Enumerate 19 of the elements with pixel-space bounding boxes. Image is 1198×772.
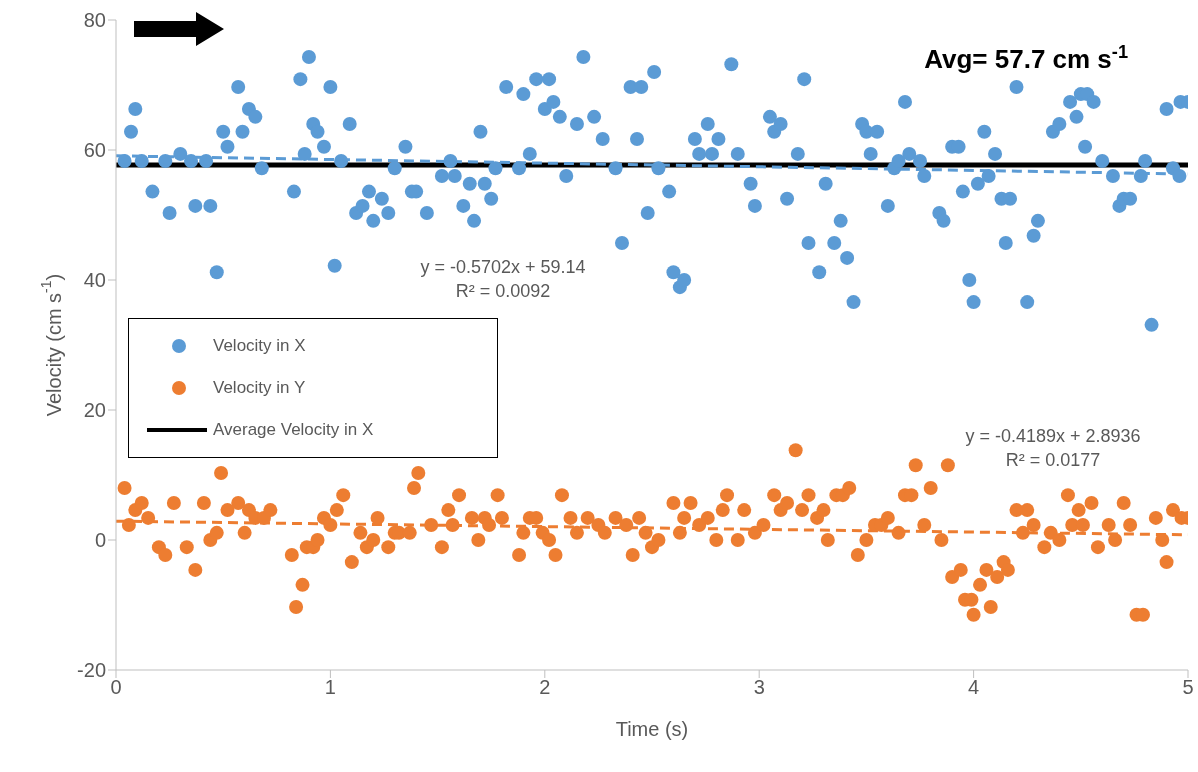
x-tick-label: 2: [539, 676, 551, 699]
legend-label: Velocity in X: [213, 336, 306, 356]
annotation: y = -0.5702x + 59.14 R² = 0.0092: [420, 257, 586, 301]
annotation: Avg= 57.7 cm s$^{-1}$: [924, 42, 1128, 74]
x-tick-label: 3: [753, 676, 765, 699]
legend-label: Average Velocity in X: [213, 420, 374, 440]
y-tick-label: 80: [83, 9, 106, 32]
y-tick-label: 40: [83, 269, 106, 292]
legend-label: Velocity in Y: [213, 378, 306, 398]
y-tick-label: 20: [83, 399, 106, 422]
x-tick-label: 5: [1182, 676, 1194, 699]
x-tick-label: 4: [968, 676, 980, 699]
y-tick-label: 0: [94, 529, 106, 552]
x-tick-label: 1: [324, 676, 336, 699]
x-axis-title: Time (s): [615, 718, 689, 740]
annotation: y = -0.4189x + 2.8936 R² = 0.0177: [965, 426, 1141, 470]
y-tick-label: 60: [83, 139, 106, 162]
x-tick-label: 0: [110, 676, 122, 699]
y-tick-label: -20: [77, 659, 106, 682]
